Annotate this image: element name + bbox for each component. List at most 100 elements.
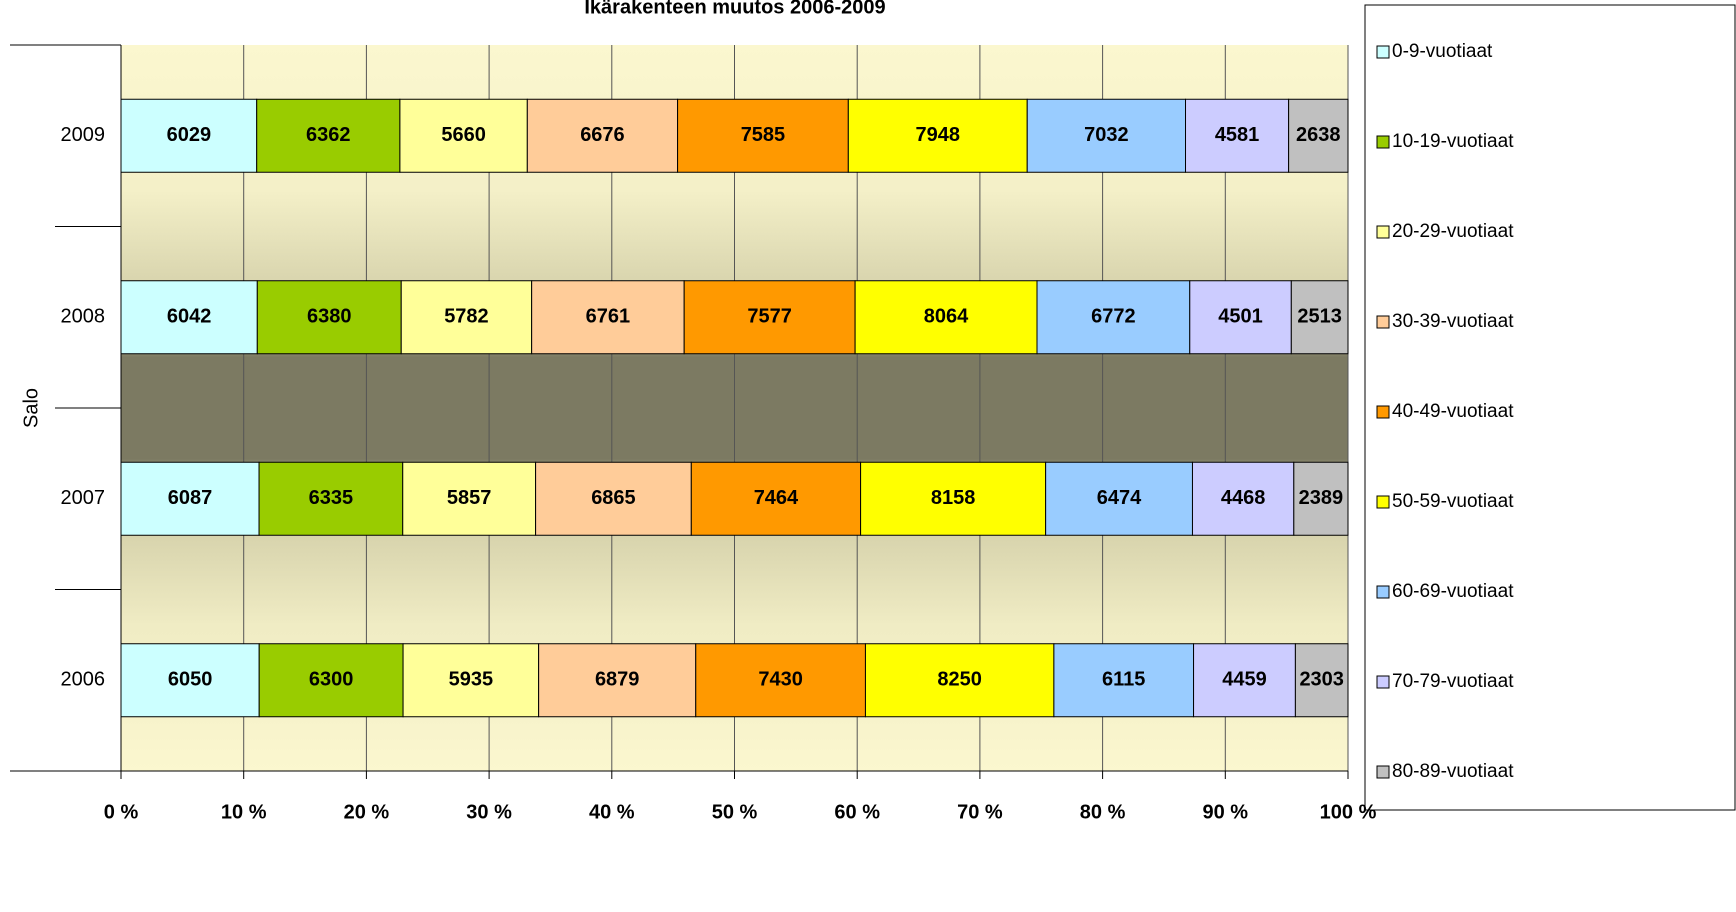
data-label: 4459 (1222, 669, 1267, 691)
data-label: 6087 (168, 487, 213, 509)
bar-segment (1189, 280, 1292, 355)
data-label: 6865 (591, 487, 636, 509)
data-label: 6300 (309, 669, 354, 691)
legend-label: 60-69-vuotiaat (1392, 581, 1514, 602)
bar-segment (258, 461, 404, 536)
y-tick-label: 2006 (61, 669, 106, 691)
legend-swatch (1376, 495, 1390, 509)
y-tick-label: 2008 (61, 306, 106, 328)
bar-segment (1288, 98, 1349, 173)
data-label: 6050 (168, 669, 213, 691)
data-label: 2638 (1296, 124, 1341, 146)
bar-segment (1026, 98, 1187, 173)
x-tick-label: 10 % (221, 801, 267, 823)
x-tick-label: 20 % (344, 801, 390, 823)
data-label: 8158 (931, 487, 976, 509)
data-label: 6474 (1097, 487, 1142, 509)
bar-segment (1193, 643, 1296, 718)
bar-segment (531, 280, 685, 355)
bar-segment (535, 461, 692, 536)
x-tick-label: 90 % (1203, 801, 1249, 823)
legend-label: 40-49-vuotiaat (1392, 401, 1514, 422)
data-label: 6042 (167, 306, 212, 328)
legend-swatch (1376, 135, 1390, 149)
x-tick-label: 100 % (1320, 801, 1377, 823)
bar-segment (538, 643, 697, 718)
bar-segment (683, 280, 856, 355)
legend-label: 20-29-vuotiaat (1392, 221, 1514, 242)
bar-segment (526, 98, 679, 173)
data-label: 6380 (307, 306, 352, 328)
x-tick-label: 50 % (712, 801, 758, 823)
legend-swatch (1376, 405, 1390, 419)
bar-segment (402, 461, 537, 536)
data-label: 8064 (924, 306, 969, 328)
data-label: 6115 (1102, 669, 1145, 691)
x-tick-label: 0 % (104, 801, 139, 823)
data-label: 7948 (916, 124, 961, 146)
bar-segment (1045, 461, 1193, 536)
x-tick-label: 40 % (589, 801, 635, 823)
data-label: 4581 (1215, 124, 1260, 146)
data-label: 7464 (754, 487, 799, 509)
data-label: 6761 (586, 306, 631, 328)
chart-title: Ikärakenteen muutos 2006-2009 (584, 0, 885, 18)
x-tick-label: 80 % (1080, 801, 1126, 823)
data-label: 5857 (447, 487, 492, 509)
x-tick-label: 60 % (834, 801, 880, 823)
bar-segment (847, 98, 1028, 173)
data-label: 6335 (309, 487, 354, 509)
y-tick-label: 2009 (61, 124, 106, 146)
bar-segment (120, 643, 260, 718)
legend-label: 10-19-vuotiaat (1392, 131, 1514, 152)
bar-segment (256, 98, 401, 173)
legend (1364, 4, 1736, 811)
bar-segment (399, 98, 528, 173)
bar-segment (854, 280, 1038, 355)
data-label: 2303 (1299, 669, 1344, 691)
data-label: 6029 (167, 124, 212, 146)
x-tick-label: 30 % (466, 801, 512, 823)
y-axis-label: Salo (20, 388, 42, 428)
data-label: 5782 (444, 306, 489, 328)
bar-segment (120, 461, 260, 536)
data-label: 2513 (1297, 306, 1342, 328)
bar-segment (1290, 280, 1349, 355)
data-label: 4468 (1221, 487, 1266, 509)
data-label: 6676 (580, 124, 625, 146)
data-label: 7032 (1084, 124, 1129, 146)
data-label: 5935 (449, 669, 494, 691)
legend-swatch (1376, 225, 1390, 239)
bar-segment (1293, 461, 1349, 536)
legend-label: 80-89-vuotiaat (1392, 761, 1514, 782)
bar-segment (1185, 98, 1290, 173)
bar-segment (695, 643, 866, 718)
legend-swatch (1376, 675, 1390, 689)
data-label: 6879 (595, 669, 640, 691)
bar-segment (690, 461, 862, 536)
legend-label: 30-39-vuotiaat (1392, 311, 1514, 332)
bar-segment (258, 643, 404, 718)
bar-segment (1036, 280, 1191, 355)
data-label: 6362 (306, 124, 351, 146)
legend-swatch (1376, 45, 1390, 59)
data-label: 7585 (741, 124, 786, 146)
x-tick-label: 70 % (957, 801, 1003, 823)
legend-swatch (1376, 585, 1390, 599)
data-label: 6772 (1091, 306, 1136, 328)
bar-segment (120, 280, 258, 355)
legend-label: 70-79-vuotiaat (1392, 671, 1514, 692)
data-label: 7577 (747, 306, 792, 328)
data-label: 4501 (1218, 306, 1263, 328)
y-tick-label: 2007 (61, 487, 106, 509)
legend-label: 0-9-vuotiaat (1392, 41, 1493, 62)
data-label: 8250 (937, 669, 982, 691)
bar-segment (400, 280, 533, 355)
bar-segment (256, 280, 402, 355)
legend-label: 50-59-vuotiaat (1392, 491, 1514, 512)
legend-swatch (1376, 765, 1390, 779)
data-label: 2389 (1299, 487, 1344, 509)
bar-segment (1053, 643, 1195, 718)
legend-swatch (1376, 315, 1390, 329)
